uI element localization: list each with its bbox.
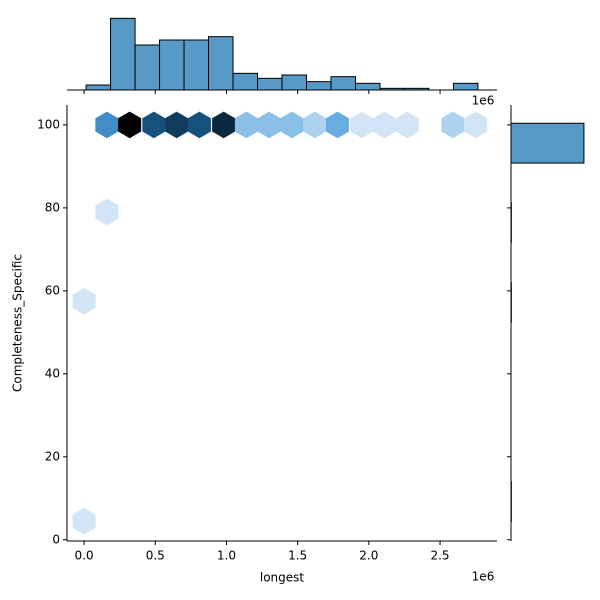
hexbin [373,111,397,139]
hexbin [326,111,350,139]
top-hist-bar [232,72,259,91]
x-tick-label: 2.0 [359,549,378,563]
top-hist-bar [452,82,479,91]
top-hist-bar [354,82,381,91]
hexbin [72,507,96,535]
top-x-offset-label: 1e6 [472,94,495,108]
hexbin [72,287,96,315]
hexbin [95,198,119,226]
hexbin [464,111,488,139]
hexbin [234,111,258,139]
hexbin [142,111,166,139]
hexbin [118,111,142,139]
top-hist-bar [257,77,283,91]
top-hist-bar [330,76,356,91]
x-axis-label: longest [260,571,305,585]
y-axis-label: Completeness_Specific [11,254,25,392]
x-tick-label: 1.0 [217,549,236,563]
y-tick-label: 20 [45,449,60,463]
x-tick-label: 0.5 [146,549,165,563]
top-hist-bar [208,36,234,91]
y-tick-label: 80 [45,200,60,214]
x-tick-label: 1.5 [288,549,307,563]
y-tick-label: 40 [45,366,60,380]
top-hist-bar [183,39,210,91]
top-hist-bar [403,87,430,91]
top-hist-bar [110,17,136,91]
hexbin [280,111,304,139]
top-hist-bar [305,81,332,91]
top-hist-bar [379,87,405,91]
hexbin [95,111,119,139]
x-offset-label: 1e6 [472,570,495,584]
y-tick-label: 60 [45,283,60,297]
top-hist-bar [85,84,112,91]
hexbin [303,111,327,139]
y-tick-label: 0 [52,532,60,546]
hexbin [187,111,211,139]
top-hist-bar [159,39,185,91]
hexbin [350,111,374,139]
hexbin [257,111,281,139]
x-tick-label: 2.5 [430,549,449,563]
x-tick-label: 0.0 [75,549,94,563]
y-tick-label: 100 [37,117,60,131]
top-hist-bar [134,44,161,91]
top-hist-bar [281,74,307,91]
hexbin [212,111,236,139]
hexbin [165,111,189,139]
right-hist-bar [510,122,585,164]
hexbin [441,111,465,139]
hexbin [395,111,419,139]
